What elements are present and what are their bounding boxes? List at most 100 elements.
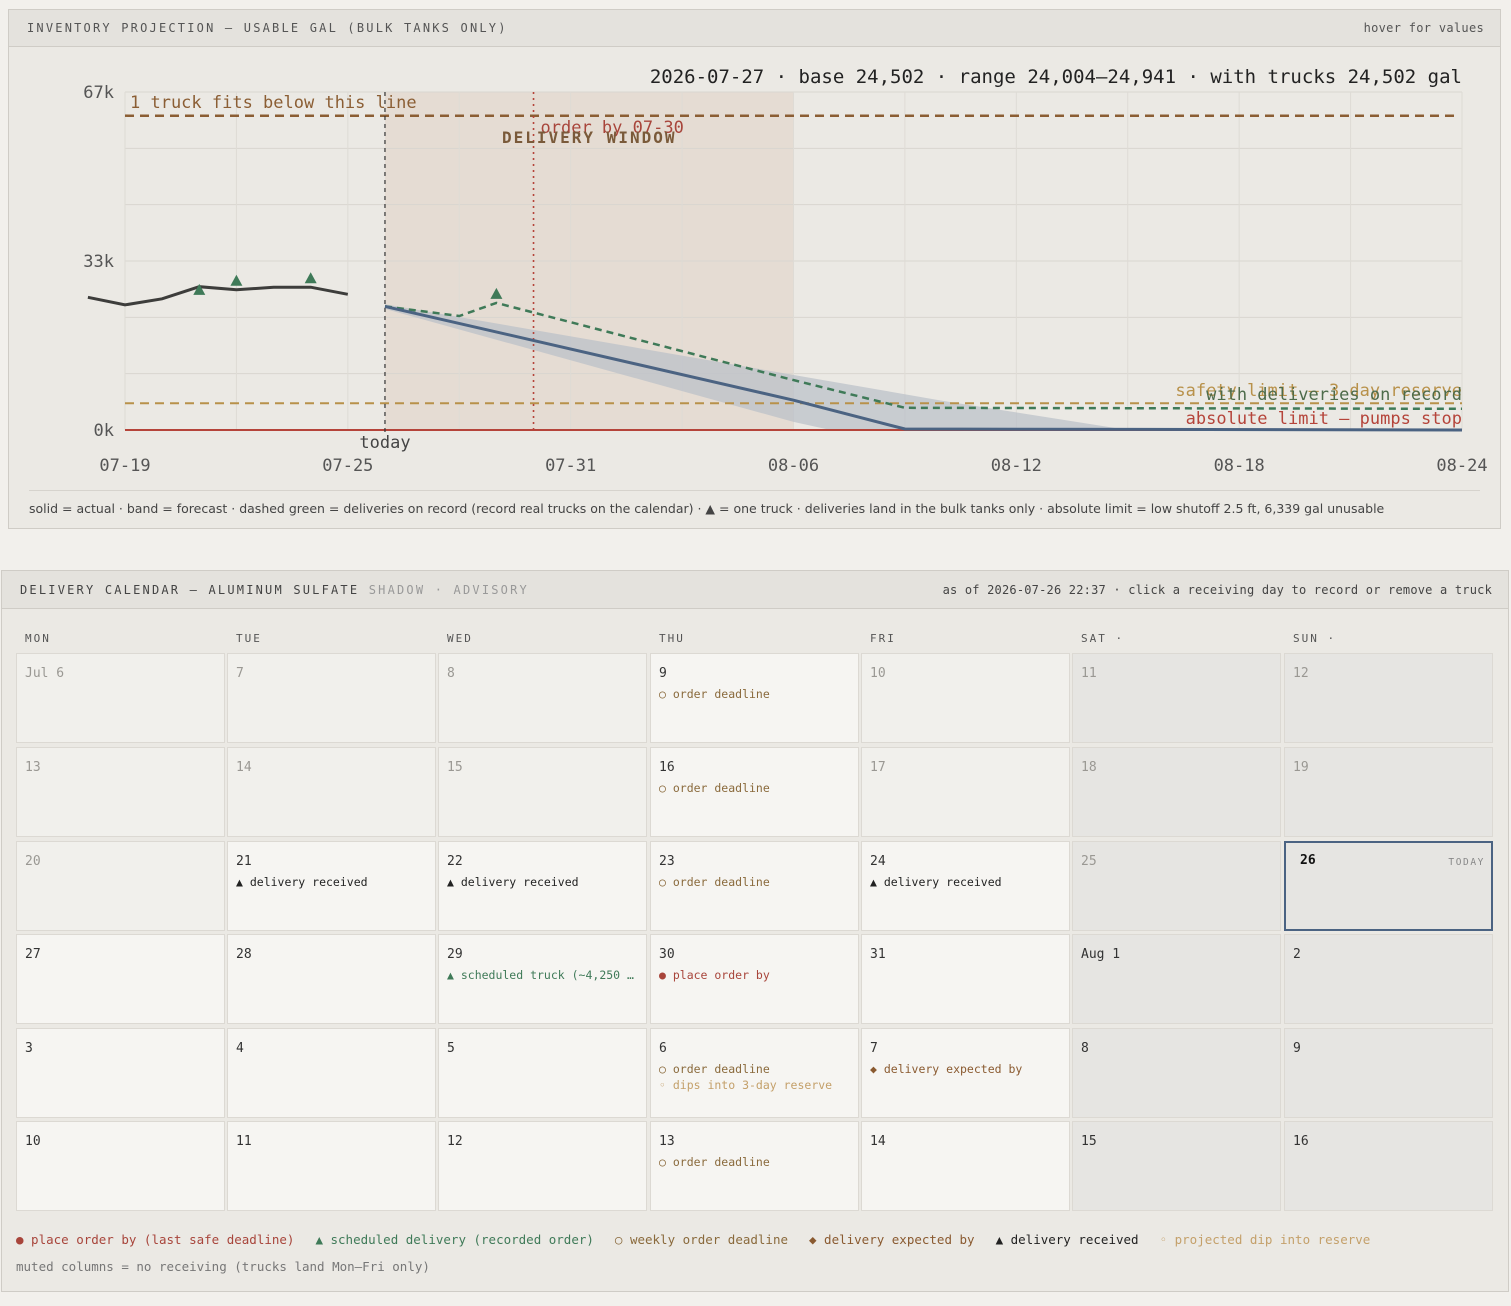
- hover-hint: hover for values: [1363, 21, 1484, 35]
- calendar-day[interactable]: 10: [16, 1121, 225, 1211]
- absolute-limit-label: absolute limit — pumps stop: [1186, 409, 1462, 429]
- calendar-day[interactable]: 22 ▲ delivery received: [438, 841, 647, 931]
- calendar-day[interactable]: 29 ▲ scheduled truck (~4,250 gal): [438, 934, 647, 1024]
- calendar-day[interactable]: 7: [227, 653, 436, 743]
- inventory-projection-panel: INVENTORY PROJECTION — USABLE GAL (BULK …: [8, 9, 1501, 529]
- calendar-day[interactable]: 15: [1072, 1121, 1281, 1211]
- day-number: 30: [659, 947, 675, 962]
- day-number: 14: [236, 760, 252, 775]
- actual-series: [87, 285, 349, 307]
- x-tick-label: 08-24: [1436, 456, 1487, 476]
- truck-fit-line-label: 1 truck fits below this line: [130, 93, 417, 113]
- calendar-day[interactable]: 9 ○ order deadline: [650, 653, 859, 743]
- calendar-day[interactable]: 8: [1072, 1028, 1281, 1118]
- calendar-day-today[interactable]: 26 TODAY: [1284, 841, 1493, 931]
- safety-limit-label: safety limit — 3-day reserve: [1175, 381, 1462, 401]
- day-number: 12: [447, 1134, 463, 1149]
- calendar-note: muted columns = no receiving (trucks lan…: [16, 1259, 430, 1274]
- legend-reserve-dip: ◦ projected dip into reserve: [1159, 1232, 1371, 1247]
- calendar-day[interactable]: 10: [861, 653, 1070, 743]
- calendar-day[interactable]: 19: [1284, 747, 1493, 837]
- calendar-day[interactable]: 3: [16, 1028, 225, 1118]
- y-tick-label: 67k: [83, 83, 114, 103]
- day-number: 22: [447, 854, 463, 869]
- calendar-day[interactable]: 25: [1072, 841, 1281, 931]
- calendar-day[interactable]: 31: [861, 934, 1070, 1024]
- calendar-day[interactable]: Jul 6: [16, 653, 225, 743]
- day-number: 6: [659, 1041, 667, 1056]
- calendar-event-dip: ◦ dips into 3-day reserve: [659, 1078, 833, 1092]
- calendar-day[interactable]: 24 ▲ delivery received: [861, 841, 1070, 931]
- calendar-day[interactable]: 13 ○ order deadline: [650, 1121, 859, 1211]
- calendar-day[interactable]: 11: [227, 1121, 436, 1211]
- projection-title: INVENTORY PROJECTION — USABLE GAL (BULK …: [27, 21, 508, 35]
- calendar-day[interactable]: 27: [16, 934, 225, 1024]
- inventory-chart[interactable]: 0k 33k 67k 07-19 07-25 07-31 08-06 08-12 08-18 08…: [9, 10, 1500, 490]
- calendar-day[interactable]: 12: [1284, 653, 1493, 743]
- calendar-event-deadline: ○ order deadline: [659, 1062, 770, 1076]
- calendar-day[interactable]: 5: [438, 1028, 647, 1118]
- day-number: 7: [870, 1041, 878, 1056]
- y-tick-label: 0k: [94, 421, 114, 441]
- chart-footnote: solid = actual · band = forecast · dashe…: [29, 501, 1385, 516]
- calendar-day[interactable]: 23 ○ order deadline: [650, 841, 859, 931]
- calendar-day[interactable]: 7 ◆ delivery expected by: [861, 1028, 1070, 1118]
- calendar-event-deadline: ○ order deadline: [659, 1155, 770, 1169]
- x-tick-label: 07-25: [322, 456, 373, 476]
- day-number: 10: [25, 1134, 41, 1149]
- legend-scheduled-delivery: ▲ scheduled delivery (recorded order): [315, 1232, 594, 1247]
- day-number: 8: [1081, 1041, 1089, 1056]
- calendar-day[interactable]: 15: [438, 747, 647, 837]
- day-number: 14: [870, 1134, 886, 1149]
- calendar-day[interactable]: 12: [438, 1121, 647, 1211]
- legend-delivery-received: ▲ delivery received: [995, 1232, 1139, 1247]
- day-number: 26: [1300, 853, 1316, 868]
- calendar-day[interactable]: 17: [861, 747, 1070, 837]
- calendar-event-deadline: ○ order deadline: [659, 875, 770, 889]
- day-number: 27: [25, 947, 41, 962]
- day-number: 25: [1081, 854, 1097, 869]
- truck-marker-icon: [193, 283, 206, 295]
- day-number: 28: [236, 947, 252, 962]
- legend-order-deadline: ○ weekly order deadline: [614, 1232, 788, 1247]
- day-number: 16: [659, 760, 675, 775]
- weekday-header: MON: [25, 632, 51, 645]
- calendar-day[interactable]: 4: [227, 1028, 436, 1118]
- calendar-header: DELIVERY CALENDAR — ALUMINUM SULFATE SHA…: [2, 571, 1508, 609]
- weekday-header: TUE: [236, 632, 262, 645]
- calendar-legend: ● place order by (last safe deadline) ▲ …: [16, 1232, 1391, 1247]
- calendar-day[interactable]: 9: [1284, 1028, 1493, 1118]
- calendar-day[interactable]: 30 ● place order by: [650, 934, 859, 1024]
- day-number: 31: [870, 947, 886, 962]
- day-number: Aug 1: [1081, 947, 1121, 962]
- calendar-day[interactable]: 18: [1072, 747, 1281, 837]
- calendar-event-placeby: ● place order by: [659, 968, 770, 982]
- day-number: 9: [659, 666, 667, 681]
- day-number: 12: [1293, 666, 1309, 681]
- calendar-day[interactable]: 14: [227, 747, 436, 837]
- calendar-event-sched: ▲ scheduled truck (~4,250 gal): [447, 968, 639, 982]
- day-number: Jul 6: [25, 666, 65, 681]
- calendar-day[interactable]: 11: [1072, 653, 1281, 743]
- calendar-day[interactable]: 28: [227, 934, 436, 1024]
- day-number: 4: [236, 1041, 244, 1056]
- calendar-day[interactable]: 21 ▲ delivery received: [227, 841, 436, 931]
- calendar-day[interactable]: 20: [16, 841, 225, 931]
- calendar-event-expected: ◆ delivery expected by: [870, 1062, 1023, 1076]
- calendar-day[interactable]: 2: [1284, 934, 1493, 1024]
- day-number: 9: [1293, 1041, 1301, 1056]
- calendar-event-deadline: ○ order deadline: [659, 781, 770, 795]
- day-number: 23: [659, 854, 675, 869]
- day-number: 7: [236, 666, 244, 681]
- calendar-day[interactable]: 16 ○ order deadline: [650, 747, 859, 837]
- legend-place-order-by: ● place order by (last safe deadline): [16, 1232, 295, 1247]
- day-number: 13: [659, 1134, 675, 1149]
- footnote-divider: [29, 490, 1480, 491]
- calendar-day[interactable]: 13: [16, 747, 225, 837]
- calendar-day[interactable]: 14: [861, 1121, 1070, 1211]
- calendar-day[interactable]: 6 ○ order deadline ◦ dips into 3-day reser…: [650, 1028, 859, 1118]
- calendar-day[interactable]: 8: [438, 653, 647, 743]
- day-number: 15: [447, 760, 463, 775]
- calendar-day[interactable]: Aug 1: [1072, 934, 1281, 1024]
- calendar-day[interactable]: 16: [1284, 1121, 1493, 1211]
